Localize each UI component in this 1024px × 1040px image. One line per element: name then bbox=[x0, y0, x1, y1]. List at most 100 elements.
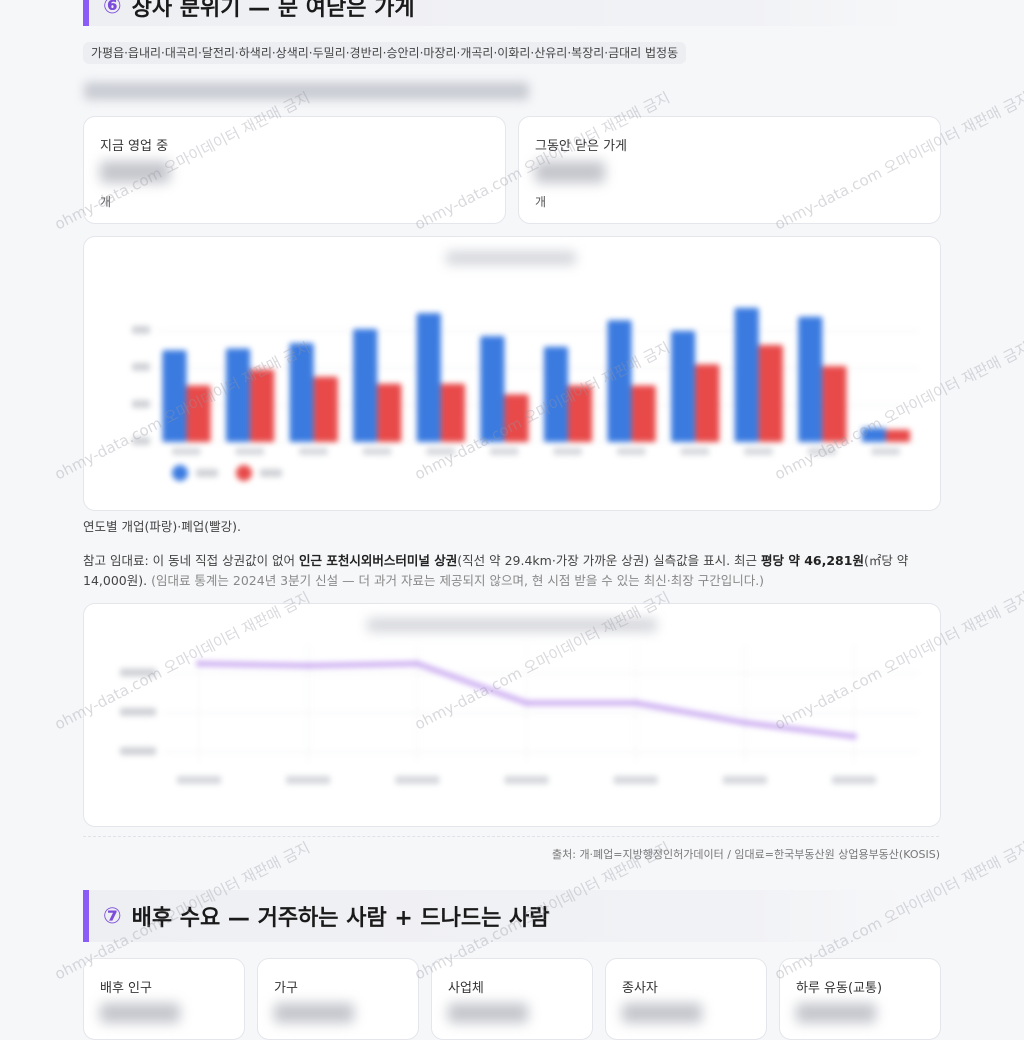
section-7-title: 배후 수요 — 거주하는 사람 + 드나드는 사람 bbox=[131, 906, 550, 931]
open-stores-unit: 개 bbox=[100, 195, 112, 209]
stat-label: 사업체 bbox=[448, 981, 484, 996]
y-tick-label bbox=[120, 707, 156, 716]
stat-value bbox=[622, 1003, 702, 1023]
close-bar bbox=[313, 376, 338, 442]
x-tick-label bbox=[299, 448, 328, 455]
close-bar bbox=[695, 364, 720, 442]
closed-stores-card: 그동안 닫은 가게 개 bbox=[518, 116, 941, 224]
rent-point bbox=[414, 660, 421, 667]
stat-card-households: 가구 bbox=[257, 958, 419, 1040]
stat-label: 배후 인구 bbox=[100, 981, 152, 996]
stat-value bbox=[274, 1003, 354, 1023]
open-bar bbox=[734, 307, 759, 442]
x-tick-label bbox=[426, 448, 455, 455]
open-bar bbox=[607, 320, 632, 442]
x-tick-label bbox=[177, 776, 221, 784]
legend-open-swatch bbox=[172, 465, 188, 481]
close-bar bbox=[631, 385, 656, 442]
open-stores-card: 지금 영업 중 개 bbox=[83, 116, 506, 224]
section-6-number: ⑥ bbox=[103, 0, 122, 19]
section-7-number: ⑦ bbox=[103, 903, 122, 929]
x-tick-label bbox=[553, 448, 583, 455]
x-tick-label bbox=[395, 776, 440, 784]
close-bar bbox=[885, 429, 911, 442]
stat-value bbox=[100, 1003, 180, 1023]
section-6-header: ⑥ 장사 분위기 — 문 여닫은 가게 bbox=[83, 0, 909, 26]
close-bar bbox=[822, 366, 847, 442]
stat-card-workers: 종사자 bbox=[605, 958, 767, 1040]
x-tick-label bbox=[171, 448, 201, 455]
x-tick-label bbox=[489, 448, 519, 455]
open-bar bbox=[353, 329, 378, 442]
rent-note-bold-1: 인근 포천시외버스터미널 상권 bbox=[299, 553, 458, 568]
stat-label: 하루 유동(교통) bbox=[796, 981, 883, 996]
stat-value bbox=[796, 1003, 876, 1023]
closed-stores-label: 그동안 닫은 가게 bbox=[535, 139, 627, 154]
bar-chart-title bbox=[446, 251, 576, 265]
x-tick-label bbox=[362, 448, 392, 455]
close-bar bbox=[758, 344, 783, 442]
rent-point bbox=[196, 660, 202, 667]
open-close-bar-chart bbox=[132, 307, 919, 481]
district-list: 가평읍·읍내리·대곡리·달전리·하색리·상색리·두밀리·경반리·승안리·마장리·… bbox=[83, 42, 687, 64]
stat-value bbox=[448, 1003, 528, 1023]
close-bar bbox=[568, 385, 593, 442]
legend-open-label bbox=[196, 469, 218, 477]
close-bar bbox=[250, 369, 275, 442]
rent-note-text-3: (㎡당 약 14,000원). bbox=[83, 553, 909, 588]
divider bbox=[83, 836, 939, 837]
open-stores-label: 지금 영업 중 bbox=[100, 139, 169, 154]
open-bar bbox=[162, 350, 187, 442]
close-bar bbox=[504, 394, 529, 442]
open-bar bbox=[671, 330, 696, 442]
stat-card-businesses: 사업체 bbox=[431, 958, 593, 1040]
open-bar bbox=[289, 343, 314, 442]
legend-close-swatch bbox=[236, 465, 252, 481]
stat-card-population: 배후 인구 bbox=[83, 958, 245, 1040]
y-tick-label bbox=[120, 747, 156, 756]
y-tick-label bbox=[132, 399, 150, 408]
x-tick-label bbox=[613, 776, 658, 784]
section-6-title: 장사 분위기 — 문 여닫은 가게 bbox=[131, 0, 415, 21]
rent-point bbox=[523, 700, 530, 706]
rent-note-text-1: 참고 임대료: 이 동네 직접 상권값이 없어 bbox=[83, 553, 300, 568]
open-close-chart-card bbox=[83, 236, 941, 511]
x-tick-label bbox=[807, 448, 837, 455]
x-tick-label bbox=[286, 776, 331, 784]
y-tick-label bbox=[132, 437, 150, 445]
x-tick-label bbox=[504, 776, 549, 784]
y-tick-label bbox=[120, 668, 156, 677]
y-tick-label bbox=[132, 325, 150, 334]
open-bar bbox=[543, 346, 569, 442]
source-note: 출처: 개·폐업=지방행정인허가데이터 / 임대료=한국부동산원 상업용부동산(… bbox=[552, 848, 940, 861]
rent-point bbox=[632, 700, 639, 706]
blurred-summary bbox=[84, 82, 529, 100]
stat-label: 종사자 bbox=[622, 981, 658, 996]
rent-chart-card bbox=[83, 603, 941, 827]
open-bar bbox=[416, 313, 441, 442]
x-tick-label bbox=[744, 448, 773, 455]
rent-note-text-2: (직선 약 29.4km·가장 가까운 상권) 실측값을 표시. 최근 bbox=[457, 553, 761, 568]
closed-stores-unit: 개 bbox=[535, 195, 547, 209]
stat-label: 가구 bbox=[274, 981, 298, 996]
section-7-header: ⑦ 배후 수요 — 거주하는 사람 + 드나드는 사람 bbox=[83, 890, 909, 942]
chart-caption: 연도별 개업(파랑)·폐업(빨강). bbox=[83, 519, 241, 534]
rent-point bbox=[851, 733, 857, 740]
closed-stores-value bbox=[535, 161, 605, 183]
x-tick-label bbox=[832, 776, 876, 784]
rent-line-chart bbox=[120, 644, 919, 784]
rent-note-text-4: (임대료 통계는 2024년 3분기 신설 — 더 과거 자료는 제공되지 않으… bbox=[147, 573, 765, 588]
open-bar bbox=[225, 348, 251, 442]
x-tick-label bbox=[616, 448, 646, 455]
legend-close-label bbox=[260, 469, 282, 477]
close-bar bbox=[440, 383, 466, 442]
x-tick-label bbox=[235, 448, 265, 455]
close-bar bbox=[377, 383, 402, 442]
open-stores-value bbox=[100, 161, 170, 183]
rent-point bbox=[305, 662, 312, 669]
close-bar bbox=[186, 385, 211, 442]
x-tick-label bbox=[871, 448, 900, 455]
open-bar bbox=[480, 336, 505, 442]
line-chart-title bbox=[367, 618, 657, 632]
y-tick-label bbox=[132, 362, 150, 371]
